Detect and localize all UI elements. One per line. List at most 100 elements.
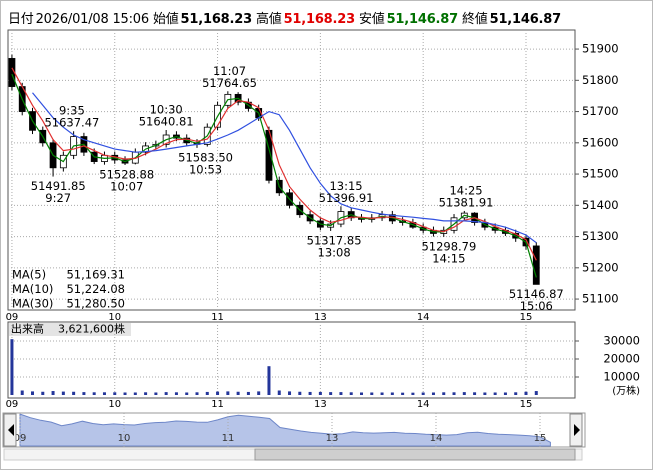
- volume-bar: [267, 366, 271, 395]
- y-tick-label: 51400: [582, 198, 619, 212]
- volume-bar: [174, 392, 178, 395]
- x-tick-label: 13: [314, 399, 327, 410]
- navigator-tick-label: 15: [534, 433, 547, 444]
- volume-bar: [154, 392, 158, 395]
- header-label: 高値: [255, 12, 282, 27]
- y-tick-label: 10000: [603, 369, 640, 383]
- volume-total: 3,621,600株: [58, 322, 125, 336]
- x-tick-label: 11: [211, 312, 224, 323]
- navigator-tick-label: 14: [430, 433, 443, 444]
- legend-value: 51,169.31: [66, 268, 125, 282]
- volume-bar: [462, 392, 466, 395]
- x-tick-label: 11: [211, 399, 224, 410]
- scroll-left-arrow: [8, 424, 14, 436]
- volume-header-bg: [9, 323, 131, 336]
- volume-bar: [308, 391, 312, 395]
- volume-bar: [503, 392, 507, 395]
- volume-bar: [483, 392, 487, 395]
- header-label: 始値: [152, 12, 179, 27]
- volume-bar: [339, 392, 343, 395]
- y-tick-label: 20000: [603, 351, 640, 365]
- price-panel: [7, 29, 576, 311]
- annotation-price: 51640.81: [139, 115, 194, 129]
- volume-bar: [82, 392, 86, 395]
- annotation-time: 13:08: [318, 245, 351, 259]
- volume-bar: [524, 391, 528, 395]
- volume-bar: [318, 391, 322, 395]
- x-tick-label: 15: [520, 312, 533, 323]
- annotation-time: 14:15: [432, 251, 465, 265]
- volume-label: 出来高: [11, 322, 44, 336]
- x-tick-label: 09: [6, 312, 19, 323]
- volume-bar: [277, 390, 281, 395]
- volume-bar: [226, 391, 230, 395]
- volume-bar: [380, 392, 384, 395]
- annotation-price: 51298.79: [421, 239, 476, 253]
- ohlc-header: 日付 2026/01/08 15:06 始値 51,168.23 高値 51,168.23…: [8, 8, 565, 27]
- x-tick-label: 14: [417, 399, 430, 410]
- volume-bar: [246, 391, 250, 395]
- volume-bar: [133, 392, 137, 395]
- volume-bar: [216, 391, 220, 395]
- navigator-area: [19, 413, 551, 447]
- annotation-time: 15:06: [520, 299, 553, 313]
- volume-bar: [61, 391, 65, 395]
- header-label: 安値: [358, 12, 385, 27]
- y-tick-label: 51700: [582, 104, 619, 118]
- x-tick-label: 09: [6, 399, 19, 410]
- x-tick-label: 13: [314, 312, 327, 323]
- volume-bar: [236, 391, 240, 395]
- scroll-right-arrow: [574, 424, 580, 436]
- volume-bar: [493, 392, 497, 395]
- volume-bar: [195, 392, 199, 395]
- annotation-price: 51583.50: [178, 150, 233, 164]
- legend-value: 51,224.08: [66, 282, 125, 296]
- volume-bar: [329, 392, 333, 395]
- volume-bar: [298, 391, 302, 395]
- volume-bar: [442, 392, 446, 395]
- volume-bar: [113, 392, 117, 395]
- y-tick-label: 51200: [582, 260, 619, 274]
- x-tick-label: 15: [520, 399, 533, 410]
- navigator-tick-label: 09: [14, 433, 27, 444]
- header-label: 終値: [461, 12, 488, 27]
- ma-line: [11, 73, 537, 278]
- y-tick-label: 51600: [582, 135, 619, 149]
- volume-bar: [431, 392, 435, 395]
- legend-name: MA(30): [12, 297, 53, 311]
- annotation-price: 51317.85: [307, 233, 362, 247]
- candle-body: [532, 245, 540, 285]
- header-value: 51,146.87: [489, 12, 562, 27]
- volume-bar: [164, 392, 168, 395]
- annotation-time: 9:35: [59, 104, 85, 118]
- header-value: 51,168.23: [283, 12, 356, 27]
- volume-bar: [473, 392, 477, 395]
- ma-line: [32, 92, 537, 244]
- scrollbar-thumb[interactable]: [254, 448, 576, 461]
- volume-bar: [257, 391, 261, 395]
- annotation-price: 51146.87: [509, 287, 564, 301]
- annotation-price: 51637.47: [44, 116, 99, 130]
- volume-bar: [10, 339, 14, 395]
- y-tick-label: 30000: [603, 333, 640, 347]
- annotation-time: 9:27: [45, 191, 71, 205]
- volume-bar: [370, 392, 374, 395]
- annotation-time: 10:07: [110, 180, 143, 194]
- header-label: 日付: [8, 12, 34, 27]
- legend-name: MA(10): [12, 282, 53, 296]
- header-value: 51,168.23: [180, 12, 253, 27]
- volume-bar: [421, 392, 425, 395]
- volume-bar: [411, 392, 415, 395]
- annotation-time: 11:07: [213, 64, 246, 78]
- annotation-price: 51396.91: [319, 191, 374, 205]
- y-tick-label: 51300: [582, 229, 619, 243]
- annotation-price: 51381.91: [439, 195, 494, 209]
- ma-line: [11, 67, 537, 261]
- navigator-tick-label: 11: [222, 433, 235, 444]
- y-tick-label: 51800: [582, 73, 619, 87]
- volume-bar: [31, 391, 35, 395]
- navigator-tick-label: 13: [326, 433, 339, 444]
- volume-bar: [41, 391, 45, 395]
- x-tick-label: 14: [417, 312, 430, 323]
